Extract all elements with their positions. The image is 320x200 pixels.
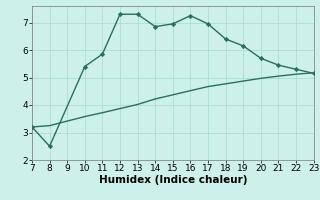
X-axis label: Humidex (Indice chaleur): Humidex (Indice chaleur): [99, 175, 247, 185]
